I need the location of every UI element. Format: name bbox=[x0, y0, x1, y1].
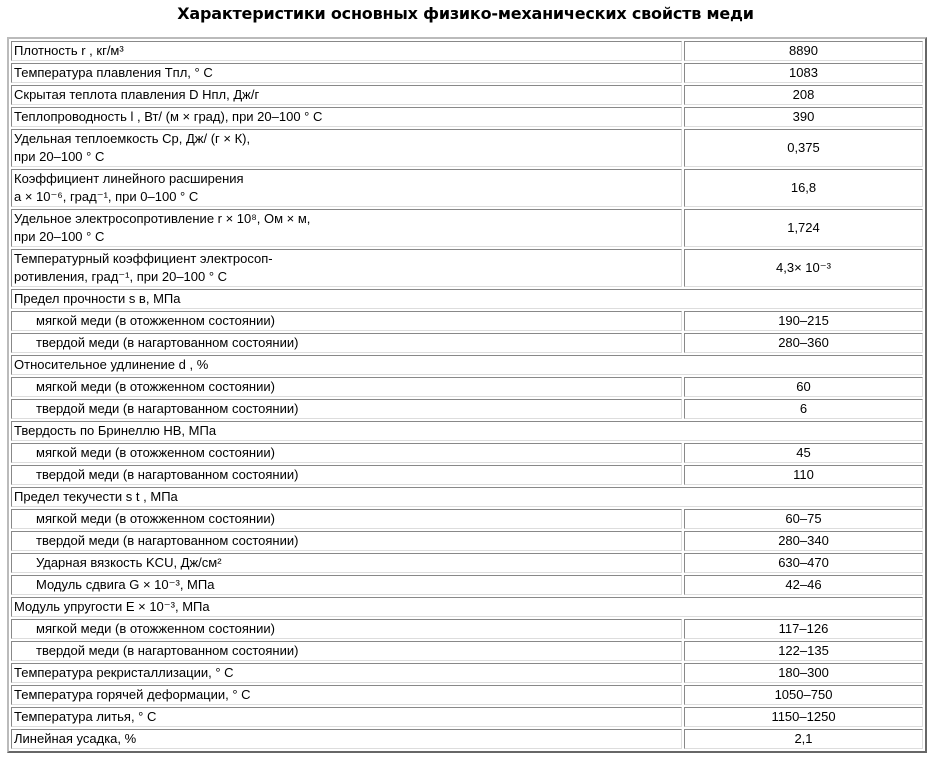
property-value: 208 bbox=[684, 85, 923, 105]
property-value: 1050–750 bbox=[684, 685, 923, 705]
property-value: 8890 bbox=[684, 41, 923, 61]
property-value: 1083 bbox=[684, 63, 923, 83]
table-row: твердой меди (в нагартованном состоянии)… bbox=[11, 399, 923, 419]
property-label: мягкой меди (в отожженном состоянии) bbox=[11, 619, 682, 639]
table-row: Температура рекристаллизации, ° С 180–300 bbox=[11, 663, 923, 683]
table-row: Скрытая теплота плавления D Hпл, Дж/г 208 bbox=[11, 85, 923, 105]
property-label: Температура рекристаллизации, ° С bbox=[11, 663, 682, 683]
table-row: твердой меди (в нагартованном состоянии)… bbox=[11, 641, 923, 661]
table-row: Удельное электросопротивление r × 10⁸, О… bbox=[11, 209, 923, 247]
table-row: Модуль сдвига G × 10⁻³, МПа 42–46 bbox=[11, 575, 923, 595]
table-row: твердой меди (в нагартованном состоянии)… bbox=[11, 531, 923, 551]
table-row: Удельная теплоемкость Cp, Дж/ (г × К), п… bbox=[11, 129, 923, 167]
property-label: Температурный коэффициент электросоп- ро… bbox=[11, 249, 682, 287]
section-label: Предел текучести s t , МПа bbox=[11, 487, 923, 507]
property-label: твердой меди (в нагартованном состоянии) bbox=[11, 531, 682, 551]
section-row: Предел текучести s t , МПа bbox=[11, 487, 923, 507]
table-row: Линейная усадка, % 2,1 bbox=[11, 729, 923, 749]
table-row: Температурный коэффициент электросоп- ро… bbox=[11, 249, 923, 287]
property-label: Модуль сдвига G × 10⁻³, МПа bbox=[11, 575, 682, 595]
property-value: 4,3× 10⁻³ bbox=[684, 249, 923, 287]
section-row: Модуль упругости E × 10⁻³, МПа bbox=[11, 597, 923, 617]
property-label: Удельная теплоемкость Cp, Дж/ (г × К), п… bbox=[11, 129, 682, 167]
section-row: Относительное удлинение d , % bbox=[11, 355, 923, 375]
property-label: мягкой меди (в отожженном состоянии) bbox=[11, 443, 682, 463]
property-value: 60–75 bbox=[684, 509, 923, 529]
property-value: 180–300 bbox=[684, 663, 923, 683]
table-row: твердой меди (в нагартованном состоянии)… bbox=[11, 465, 923, 485]
property-label: мягкой меди (в отожженном состоянии) bbox=[11, 509, 682, 529]
property-label: Коэффициент линейного расширения a × 10⁻… bbox=[11, 169, 682, 207]
property-label: Температура литья, ° С bbox=[11, 707, 682, 727]
table-row: Температура горячей деформации, ° С 1050–… bbox=[11, 685, 923, 705]
table-row: Коэффициент линейного расширения a × 10⁻… bbox=[11, 169, 923, 207]
property-value: 280–360 bbox=[684, 333, 923, 353]
property-value: 0,375 bbox=[684, 129, 923, 167]
property-value: 390 bbox=[684, 107, 923, 127]
table-row: Плотность r , кг/м³ 8890 bbox=[11, 41, 923, 61]
section-label: Модуль упругости E × 10⁻³, МПа bbox=[11, 597, 923, 617]
section-label: Предел прочности s в, МПа bbox=[11, 289, 923, 309]
property-value: 630–470 bbox=[684, 553, 923, 573]
property-label: Удельное электросопротивление r × 10⁸, О… bbox=[11, 209, 682, 247]
table-row: мягкой меди (в отожженном состоянии) 190–… bbox=[11, 311, 923, 331]
property-value: 16,8 bbox=[684, 169, 923, 207]
property-value: 117–126 bbox=[684, 619, 923, 639]
table-row: твердой меди (в нагартованном состоянии)… bbox=[11, 333, 923, 353]
property-label: Температура плавления Tпл, ° С bbox=[11, 63, 682, 83]
property-value: 1,724 bbox=[684, 209, 923, 247]
table-row: Температура плавления Tпл, ° С 1083 bbox=[11, 63, 923, 83]
property-label: твердой меди (в нагартованном состоянии) bbox=[11, 399, 682, 419]
property-value: 280–340 bbox=[684, 531, 923, 551]
section-label: Твердость по Бринеллю НВ, МПа bbox=[11, 421, 923, 441]
table-row: Теплопроводность l , Вт/ (м × град), при… bbox=[11, 107, 923, 127]
property-label: Плотность r , кг/м³ bbox=[11, 41, 682, 61]
property-label: Температура горячей деформации, ° С bbox=[11, 685, 682, 705]
property-value: 45 bbox=[684, 443, 923, 463]
property-value: 60 bbox=[684, 377, 923, 397]
property-value: 2,1 bbox=[684, 729, 923, 749]
table-row: мягкой меди (в отожженном состоянии) 45 bbox=[11, 443, 923, 463]
page-title: Характеристики основных физико-механичес… bbox=[177, 4, 754, 23]
property-value: 42–46 bbox=[684, 575, 923, 595]
property-label: Ударная вязкость KCU, Дж/см² bbox=[11, 553, 682, 573]
table-row: Ударная вязкость KCU, Дж/см² 630–470 bbox=[11, 553, 923, 573]
table-row: Температура литья, ° С 1150–1250 bbox=[11, 707, 923, 727]
property-value: 190–215 bbox=[684, 311, 923, 331]
property-label: Линейная усадка, % bbox=[11, 729, 682, 749]
property-label: твердой меди (в нагартованном состоянии) bbox=[11, 333, 682, 353]
table-row: мягкой меди (в отожженном состоянии) 117–… bbox=[11, 619, 923, 639]
section-row: Предел прочности s в, МПа bbox=[11, 289, 923, 309]
properties-table-body: Плотность r , кг/м³ 8890 Температура плавл… bbox=[11, 41, 923, 749]
property-label: твердой меди (в нагартованном состоянии) bbox=[11, 641, 682, 661]
property-value: 1150–1250 bbox=[684, 707, 923, 727]
section-row: Твердость по Бринеллю НВ, МПа bbox=[11, 421, 923, 441]
property-value: 6 bbox=[684, 399, 923, 419]
property-value: 110 bbox=[684, 465, 923, 485]
property-label: Теплопроводность l , Вт/ (м × град), при… bbox=[11, 107, 682, 127]
property-label: мягкой меди (в отожженном состоянии) bbox=[11, 377, 682, 397]
property-label: Скрытая теплота плавления D Hпл, Дж/г bbox=[11, 85, 682, 105]
properties-table: Плотность r , кг/м³ 8890 Температура плавл… bbox=[7, 37, 927, 753]
property-label: твердой меди (в нагартованном состоянии) bbox=[11, 465, 682, 485]
property-value: 122–135 bbox=[684, 641, 923, 661]
table-row: мягкой меди (в отожженном состоянии) 60 bbox=[11, 377, 923, 397]
section-label: Относительное удлинение d , % bbox=[11, 355, 923, 375]
table-row: мягкой меди (в отожженном состоянии) 60–7… bbox=[11, 509, 923, 529]
property-label: мягкой меди (в отожженном состоянии) bbox=[11, 311, 682, 331]
